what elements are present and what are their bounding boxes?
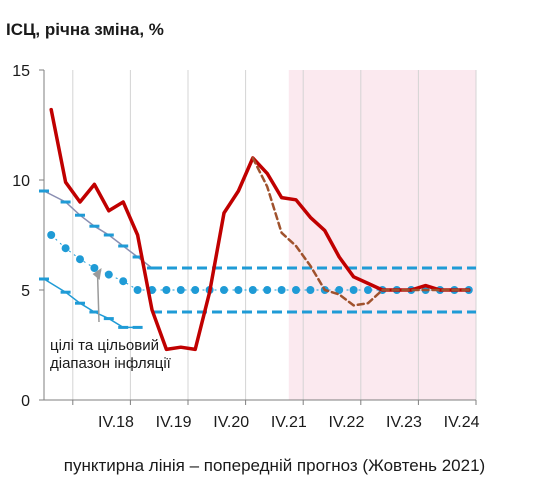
target-center-dot [349,286,358,294]
annotation-text: діапазон інфляції [50,355,172,372]
target-center-dot [90,264,99,272]
target-center-dot [191,286,200,294]
target-center-dot [47,231,56,239]
chart-title: ІСЦ, річна зміна, % [6,20,164,39]
annotation-arrowhead [92,268,102,280]
target-center-dot [335,286,344,294]
target-center-dot [306,286,315,294]
y-tick-label: 10 [12,173,30,190]
target-center-dot [263,286,272,294]
x-tick-label: IV.19 [156,414,192,431]
target-center-dot [277,286,286,294]
chart-footnote: пунктирна лінія – попередній прогноз (Жо… [63,456,486,475]
target-lower-band-line [43,278,138,329]
y-tick-label: 0 [21,393,30,410]
x-tick-label: IV.21 [271,414,307,431]
target-center-dot [104,270,113,279]
x-tick-label: IV.20 [213,414,249,431]
annotation-arrow [96,275,100,323]
axes-layer: 0 5 10 15 IV.18 IV.19 IV.20 IV.21 IV.22 IV.23 IV.2… [12,63,479,431]
series-layer [49,107,471,352]
target-center-dot [234,286,243,294]
target-center-dot [76,255,84,264]
x-tick-label: IV.24 [444,414,480,431]
annotation-text: цілі та цільовий [50,337,159,354]
gridlines-layer [72,70,477,400]
target-center-dot [162,286,171,294]
target-center-dot [292,286,300,294]
target-center-dot [119,277,128,286]
x-tick-label: IV.18 [98,414,134,431]
forecast-shading-layer [288,70,476,400]
x-tick-label: IV.23 [386,414,422,431]
target-center-dot [248,286,257,294]
target-center-dot [176,286,185,294]
x-tick-label: IV.22 [328,414,364,431]
target-center-dot [133,286,142,294]
y-tick-label: 15 [12,63,30,80]
target-center-dot [61,244,70,253]
target-center-dot [220,286,228,294]
forecast-shading [288,70,476,400]
target-upper-band-line [43,190,153,269]
previous-forecast-line [251,156,471,307]
y-tick-label: 5 [21,283,30,300]
target-center-dot [364,286,372,294]
